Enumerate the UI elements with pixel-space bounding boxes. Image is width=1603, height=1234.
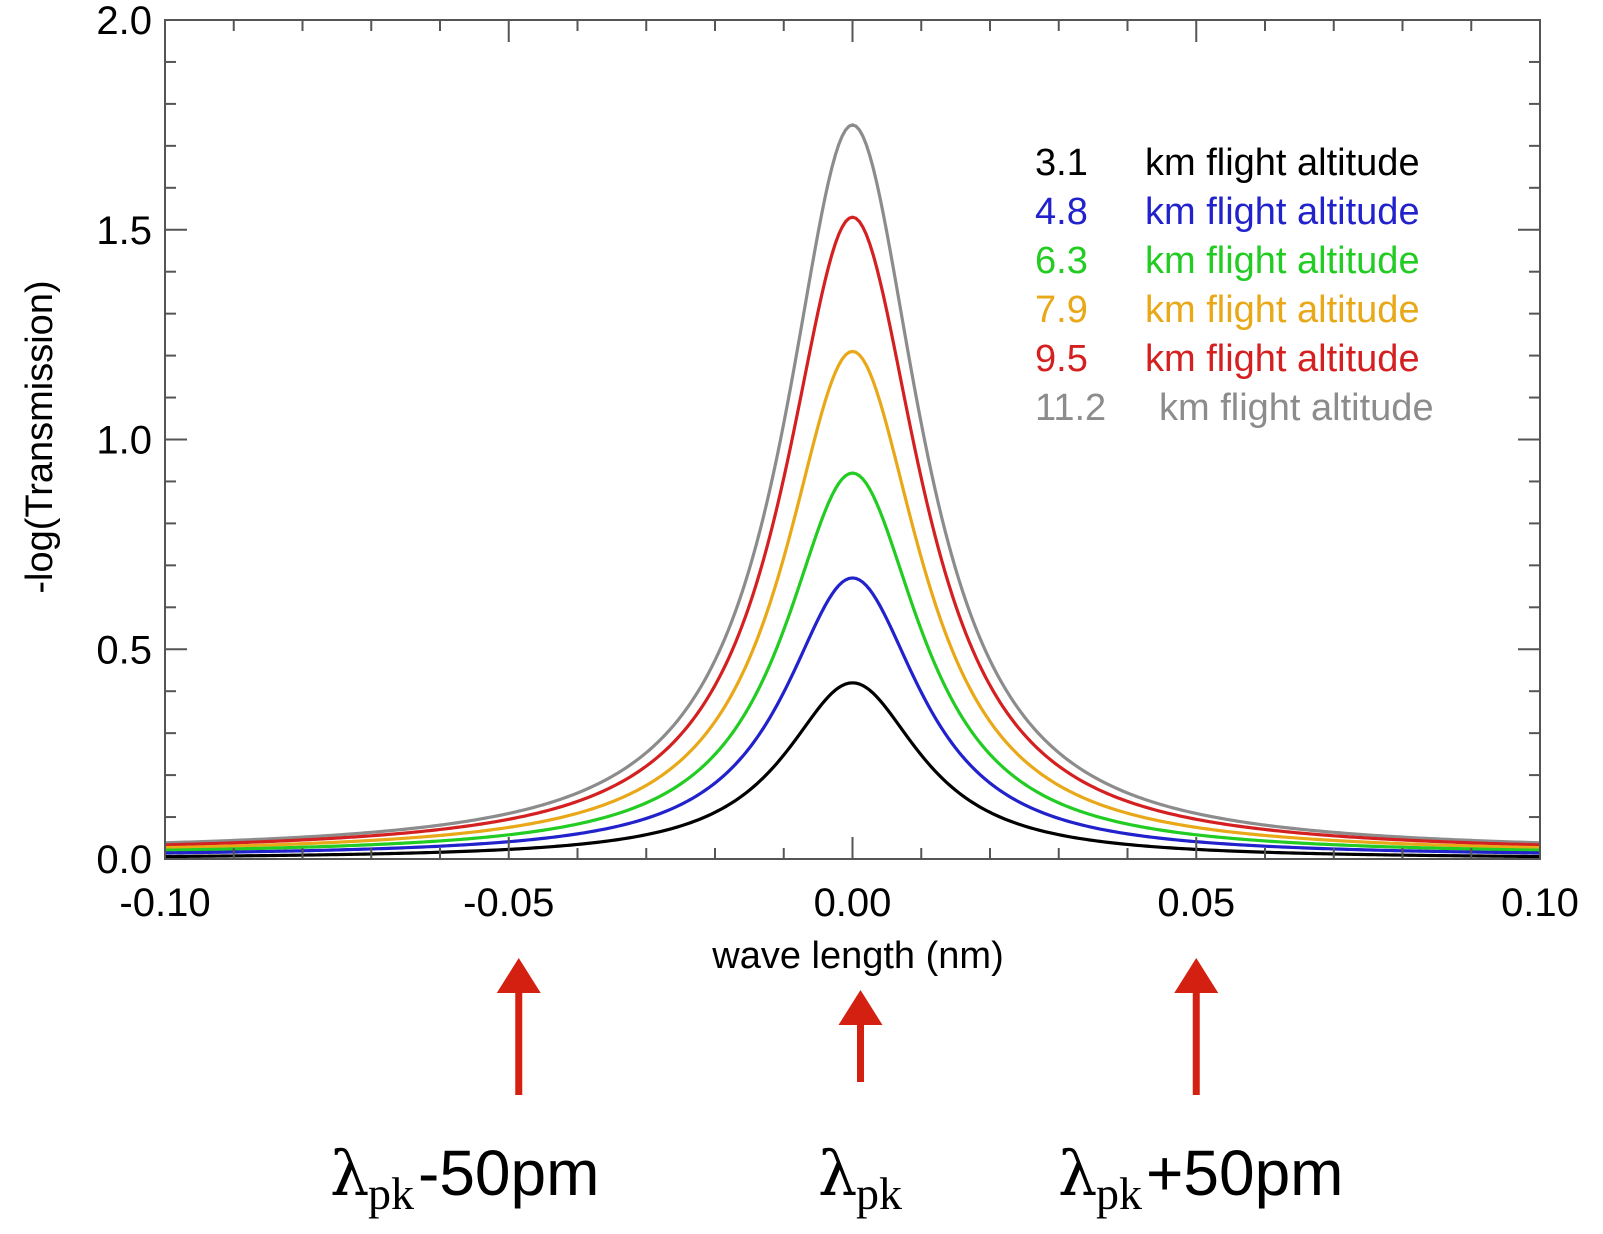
- annotation-lambda: λ: [1058, 1137, 1097, 1210]
- annotation-group: λpk -50pm λpk λpk +50pm: [330, 958, 1343, 1219]
- series-line-6-3-km: [164, 471, 1541, 852]
- legend-label: km flight altitude: [1145, 338, 1420, 380]
- legend-label: km flight altitude: [1145, 289, 1420, 331]
- annotation-lambda: λ: [330, 1137, 369, 1210]
- y-tick-label: 1.0: [96, 419, 152, 463]
- x-tick-label: -0.10: [119, 881, 210, 925]
- annotation-subscript: pk: [1096, 1168, 1142, 1219]
- annotation-subscript: pk: [368, 1168, 414, 1219]
- annotation-arrow-head: [1174, 958, 1219, 993]
- x-tick-label: -0.05: [463, 881, 554, 925]
- annotation-suffix: +50pm: [1146, 1137, 1343, 1209]
- legend-label: km flight altitude: [1159, 387, 1434, 429]
- legend-value: 3.1: [1035, 142, 1088, 184]
- annotation-lambda: λ: [818, 1137, 857, 1210]
- legend: 3.1 km flight altitude 4.8 km flight altitu…: [1035, 142, 1434, 429]
- legend-label: km flight altitude: [1145, 191, 1420, 233]
- annotation-arrow-head: [838, 990, 883, 1025]
- y-tick-label: 1.5: [96, 209, 152, 253]
- series-group: [164, 123, 1541, 859]
- annotation-suffix: -50pm: [418, 1137, 599, 1209]
- series-line-4-8-km: [164, 576, 1541, 855]
- legend-label: km flight altitude: [1145, 240, 1420, 282]
- y-tick-label: 2.0: [96, 0, 152, 43]
- series-line-7-9-km: [164, 349, 1541, 850]
- series-line-11-2-km: [164, 123, 1541, 845]
- legend-value: 7.9: [1035, 289, 1088, 331]
- legend-value: 11.2: [1035, 387, 1106, 429]
- legend-value: 4.8: [1035, 191, 1088, 233]
- y-axis-label: -log(Transmission): [19, 280, 61, 593]
- series-line-9-5-km: [164, 215, 1541, 847]
- y-tick-label: 0.0: [96, 838, 152, 882]
- annotation-subscript: pk: [856, 1168, 902, 1219]
- series-line-3-1-km: [164, 681, 1541, 859]
- legend-value: 9.5: [1035, 338, 1088, 380]
- legend-label: km flight altitude: [1145, 142, 1420, 184]
- x-tick-label: 0.10: [1501, 881, 1579, 925]
- legend-value: 6.3: [1035, 240, 1088, 282]
- x-axis-label: wave length (nm): [711, 935, 1003, 977]
- y-tick-label: 0.5: [96, 628, 152, 672]
- tick-group: -0.10 -0.05 0.00 0.05 0.10 0.0 0.5 1.0 1.5 2.0: [96, 0, 1579, 925]
- x-tick-label: 0.00: [814, 881, 892, 925]
- annotation-arrow-head: [496, 958, 541, 993]
- x-tick-label: 0.05: [1157, 881, 1235, 925]
